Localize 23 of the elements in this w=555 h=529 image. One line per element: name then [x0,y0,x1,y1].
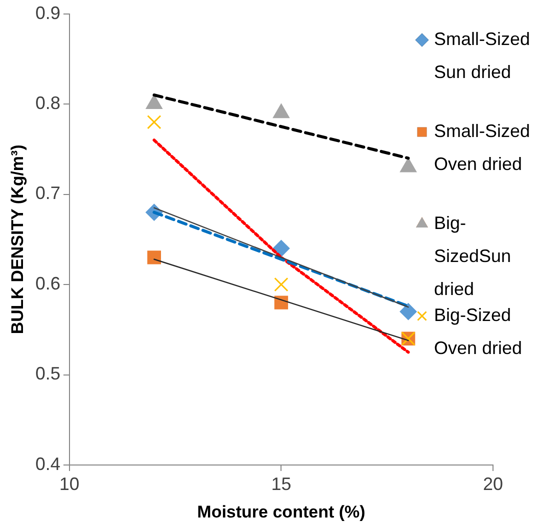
point [400,158,417,172]
x-axis-title: Moisture content (%) [197,502,366,522]
y-tick-label: 0.9 [35,2,60,23]
y-axis-title: BULK DENSITY (Kg/m³) [8,144,27,334]
legend-label: Big-Sized Oven dried [434,304,522,358]
point [272,104,290,118]
x-tick-label: 15 [271,474,292,494]
legend-label: Small-Sized Oven dried [434,120,530,174]
point [272,240,290,257]
y-tick-label: 0.7 [35,183,60,204]
y-tick-label: 0.5 [35,364,60,384]
y-tick-label: 0.6 [35,273,60,294]
y-tick-label: 0.8 [35,93,60,114]
y-tick-label: 0.4 [35,454,60,474]
legend-label: Big-SizedSun dried [434,212,512,299]
point [147,250,161,264]
legend-label: Small-Sized Sun dried [434,28,530,82]
x-tick-label: 20 [482,474,504,494]
point [146,94,162,110]
point [274,277,288,292]
x-tick-label: 10 [59,474,80,494]
point [400,303,417,320]
point [274,296,288,310]
